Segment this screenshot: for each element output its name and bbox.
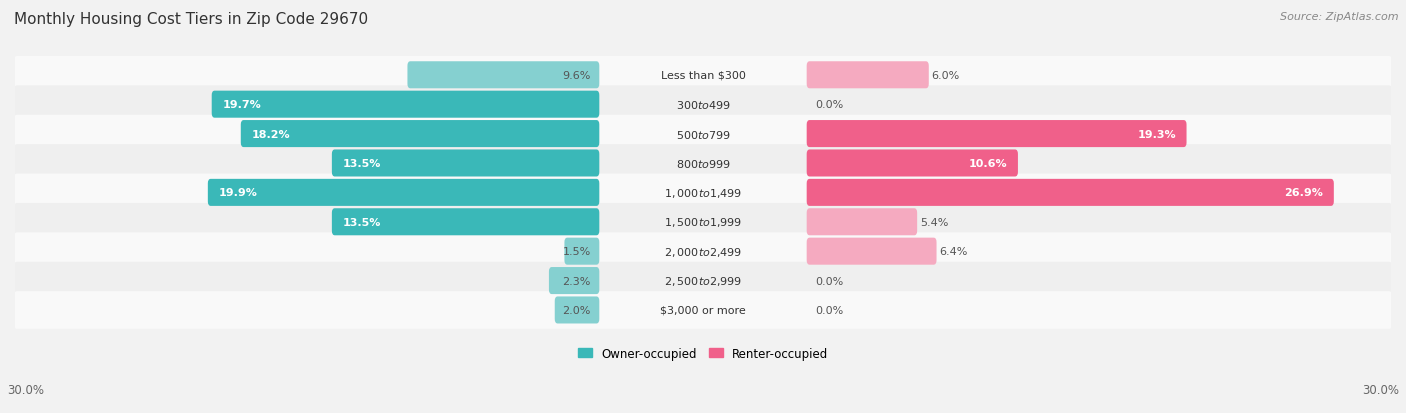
Text: 19.7%: 19.7% <box>222 100 262 110</box>
Text: 19.3%: 19.3% <box>1137 129 1175 139</box>
Text: 18.2%: 18.2% <box>252 129 290 139</box>
Text: 26.9%: 26.9% <box>1284 188 1323 198</box>
FancyBboxPatch shape <box>807 238 936 265</box>
FancyBboxPatch shape <box>408 62 599 89</box>
Text: Source: ZipAtlas.com: Source: ZipAtlas.com <box>1281 12 1399 22</box>
Text: $1,500 to $1,999: $1,500 to $1,999 <box>664 216 742 229</box>
Text: 6.0%: 6.0% <box>932 71 960 81</box>
Text: 19.9%: 19.9% <box>218 188 257 198</box>
Text: Monthly Housing Cost Tiers in Zip Code 29670: Monthly Housing Cost Tiers in Zip Code 2… <box>14 12 368 27</box>
Text: $300 to $499: $300 to $499 <box>675 99 731 111</box>
Text: 13.5%: 13.5% <box>343 159 381 169</box>
FancyBboxPatch shape <box>807 62 929 89</box>
FancyBboxPatch shape <box>208 179 599 206</box>
Text: 0.0%: 0.0% <box>815 305 844 315</box>
FancyBboxPatch shape <box>14 145 1392 183</box>
Text: 5.4%: 5.4% <box>920 217 949 227</box>
FancyBboxPatch shape <box>807 209 917 236</box>
FancyBboxPatch shape <box>14 262 1392 300</box>
Text: 9.6%: 9.6% <box>562 71 591 81</box>
Text: $2,000 to $2,499: $2,000 to $2,499 <box>664 245 742 258</box>
Text: Less than $300: Less than $300 <box>661 71 745 81</box>
FancyBboxPatch shape <box>212 91 599 119</box>
Text: 6.4%: 6.4% <box>939 247 967 256</box>
FancyBboxPatch shape <box>14 233 1392 271</box>
Text: $1,000 to $1,499: $1,000 to $1,499 <box>664 186 742 199</box>
FancyBboxPatch shape <box>14 174 1392 212</box>
FancyBboxPatch shape <box>332 209 599 236</box>
FancyBboxPatch shape <box>14 57 1392 94</box>
Text: 30.0%: 30.0% <box>7 384 44 396</box>
FancyBboxPatch shape <box>807 121 1187 148</box>
Text: $800 to $999: $800 to $999 <box>675 158 731 170</box>
Text: $2,500 to $2,999: $2,500 to $2,999 <box>664 274 742 287</box>
FancyBboxPatch shape <box>14 204 1392 241</box>
FancyBboxPatch shape <box>14 292 1392 329</box>
Text: 2.0%: 2.0% <box>562 305 591 315</box>
Text: 1.5%: 1.5% <box>562 247 591 256</box>
Legend: Owner-occupied, Renter-occupied: Owner-occupied, Renter-occupied <box>572 342 834 364</box>
Text: 0.0%: 0.0% <box>815 100 844 110</box>
FancyBboxPatch shape <box>564 238 599 265</box>
Text: 10.6%: 10.6% <box>969 159 1007 169</box>
Text: 0.0%: 0.0% <box>815 276 844 286</box>
Text: 30.0%: 30.0% <box>1362 384 1399 396</box>
FancyBboxPatch shape <box>807 150 1018 177</box>
FancyBboxPatch shape <box>555 297 599 324</box>
FancyBboxPatch shape <box>807 179 1334 206</box>
FancyBboxPatch shape <box>14 116 1392 153</box>
FancyBboxPatch shape <box>240 121 599 148</box>
Text: $3,000 or more: $3,000 or more <box>661 305 745 315</box>
FancyBboxPatch shape <box>548 267 599 294</box>
Text: 2.3%: 2.3% <box>562 276 591 286</box>
FancyBboxPatch shape <box>332 150 599 177</box>
Text: 13.5%: 13.5% <box>343 217 381 227</box>
Text: $500 to $799: $500 to $799 <box>675 128 731 140</box>
FancyBboxPatch shape <box>14 86 1392 123</box>
